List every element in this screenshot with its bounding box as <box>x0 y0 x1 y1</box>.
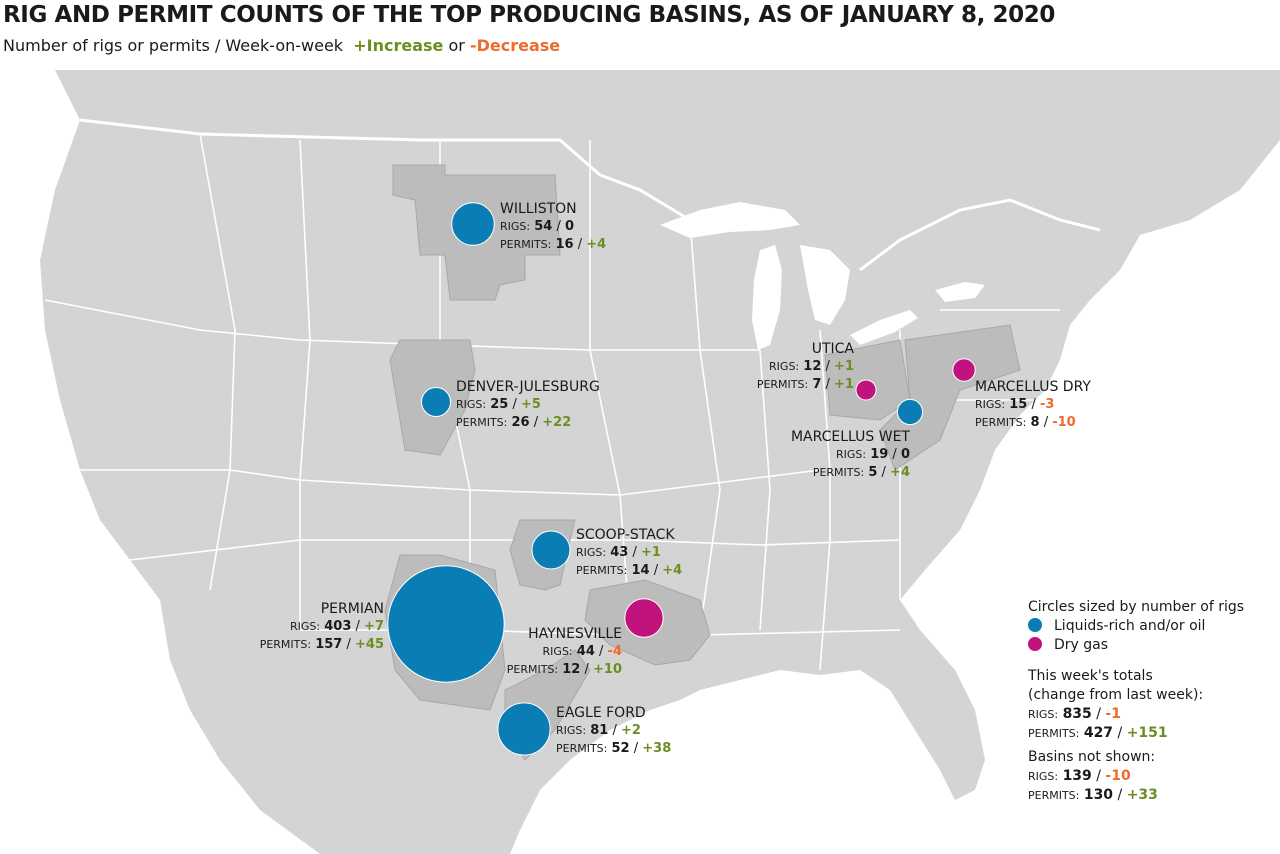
permits-row: PERMITS: 52 / +38 <box>556 741 672 756</box>
totals-heading-1: This week's totals <box>1028 668 1153 684</box>
not-shown-permits: PERMITS: 130 / +33 <box>1028 787 1158 803</box>
gas-swatch <box>1028 637 1042 651</box>
rigs-row: RIGS: 15 / -3 <box>975 397 1055 412</box>
legend: Circles sized by number of rigs Liquids-… <box>1028 598 1244 805</box>
basin-name: MARCELLUS DRY <box>975 379 1091 395</box>
permits-row: PERMITS: 14 / +4 <box>576 563 683 578</box>
rigs-row: RIGS: 25 / +5 <box>456 397 541 412</box>
lake-ontario <box>935 282 985 302</box>
label-utica: UTICA RIGS: 12 / +1 PERMITS: 7 / +1 <box>750 340 854 394</box>
circle-marcellus-wet <box>896 398 924 426</box>
legend-item-oil: Liquids-rich and/or oil <box>1028 617 1244 636</box>
legend-item-gas: Dry gas <box>1028 636 1244 655</box>
basin-circles <box>387 202 976 756</box>
subtitle: Number of rigs or permits / Week-on-week… <box>3 36 560 55</box>
lake-erie <box>850 310 918 345</box>
basin-name: UTICA <box>811 341 854 357</box>
rigs-row: RIGS: 12 / +1 <box>769 359 854 374</box>
lake-michigan <box>752 245 782 350</box>
basin-name: MARCELLUS WET <box>790 429 910 445</box>
permits-row: PERMITS: 12 / +10 <box>506 662 622 677</box>
permits-row: PERMITS: 16 / +4 <box>500 237 607 252</box>
not-shown-heading: Basins not shown: <box>1028 749 1156 765</box>
basin-name: SCOOP-STACK <box>576 527 675 543</box>
rigs-row: RIGS: 19 / 0 <box>835 447 910 462</box>
subtitle-decrease: -Decrease <box>469 36 561 55</box>
label-denver-julesburg: DENVER-JULESBURG RIGS: 25 / +5 PERMITS: … <box>456 378 600 432</box>
permits-row: PERMITS: 7 / +1 <box>756 377 854 392</box>
basin-name: DENVER-JULESBURG <box>456 379 600 395</box>
label-marcellus-wet: MARCELLUS WET RIGS: 19 / 0 PERMITS: 5 / … <box>770 428 910 482</box>
rigs-row: RIGS: 54 / 0 <box>500 219 575 234</box>
legend-heading: Circles sized by number of rigs <box>1028 599 1245 615</box>
rigs-row: RIGS: 81 / +2 <box>556 723 641 738</box>
basin-name: PERMIAN <box>320 601 384 617</box>
subtitle-text: Number of rigs or permits / Week-on-week <box>3 36 344 55</box>
oil-swatch <box>1028 618 1042 632</box>
not-shown-rigs: RIGS: 139 / -10 <box>1028 768 1131 784</box>
circle-haynesville <box>624 598 664 638</box>
basin-name: WILLISTON <box>500 201 577 217</box>
us-basin-map <box>0 70 1280 854</box>
lake-superior <box>660 202 800 238</box>
circle-permian <box>387 565 505 683</box>
permits-row: PERMITS: 26 / +22 <box>456 415 572 430</box>
label-marcellus-dry: MARCELLUS DRY RIGS: 15 / -3 PERMITS: 8 /… <box>975 378 1091 432</box>
circle-denver-julesburg <box>421 387 451 417</box>
circle-utica <box>855 379 877 401</box>
permits-row: PERMITS: 8 / -10 <box>975 415 1076 430</box>
mexico-landmass <box>160 600 470 854</box>
canada-landmass <box>55 70 1280 270</box>
basin-name: HAYNESVILLE <box>528 626 622 642</box>
totals-rigs: RIGS: 835 / -1 <box>1028 706 1121 722</box>
circle-scoop-stack <box>531 530 571 570</box>
permits-row: PERMITS: 5 / +4 <box>812 465 910 480</box>
page-title: RIG AND PERMIT COUNTS OF THE TOP PRODUCI… <box>3 2 1055 28</box>
rigs-row: RIGS: 43 / +1 <box>576 545 661 560</box>
circle-williston <box>451 202 495 246</box>
totals-permits: PERMITS: 427 / +151 <box>1028 725 1168 741</box>
subtitle-increase: +Increase <box>353 36 444 55</box>
totals-heading-2: (change from last week): <box>1028 687 1204 703</box>
permits-row: PERMITS: 157 / +45 <box>259 637 384 652</box>
label-haynesville: HAYNESVILLE RIGS: 44 / -4 PERMITS: 12 / … <box>500 625 622 679</box>
label-williston: WILLISTON RIGS: 54 / 0 PERMITS: 16 / +4 <box>500 200 606 254</box>
label-scoop-stack: SCOOP-STACK RIGS: 43 / +1 PERMITS: 14 / … <box>576 526 682 580</box>
rigs-row: RIGS: 44 / -4 <box>542 644 622 659</box>
lake-huron <box>800 245 850 325</box>
label-permian: PERMIAN RIGS: 403 / +7 PERMITS: 157 / +4… <box>250 600 384 654</box>
circle-eagle-ford <box>497 702 551 756</box>
subtitle-or: or <box>448 36 465 55</box>
basin-name: EAGLE FORD <box>556 705 646 721</box>
circle-marcellus-dry <box>952 358 976 382</box>
rigs-row: RIGS: 403 / +7 <box>289 619 384 634</box>
us-landmass <box>40 120 1140 854</box>
label-eagle-ford: EAGLE FORD RIGS: 81 / +2 PERMITS: 52 / +… <box>556 704 671 758</box>
